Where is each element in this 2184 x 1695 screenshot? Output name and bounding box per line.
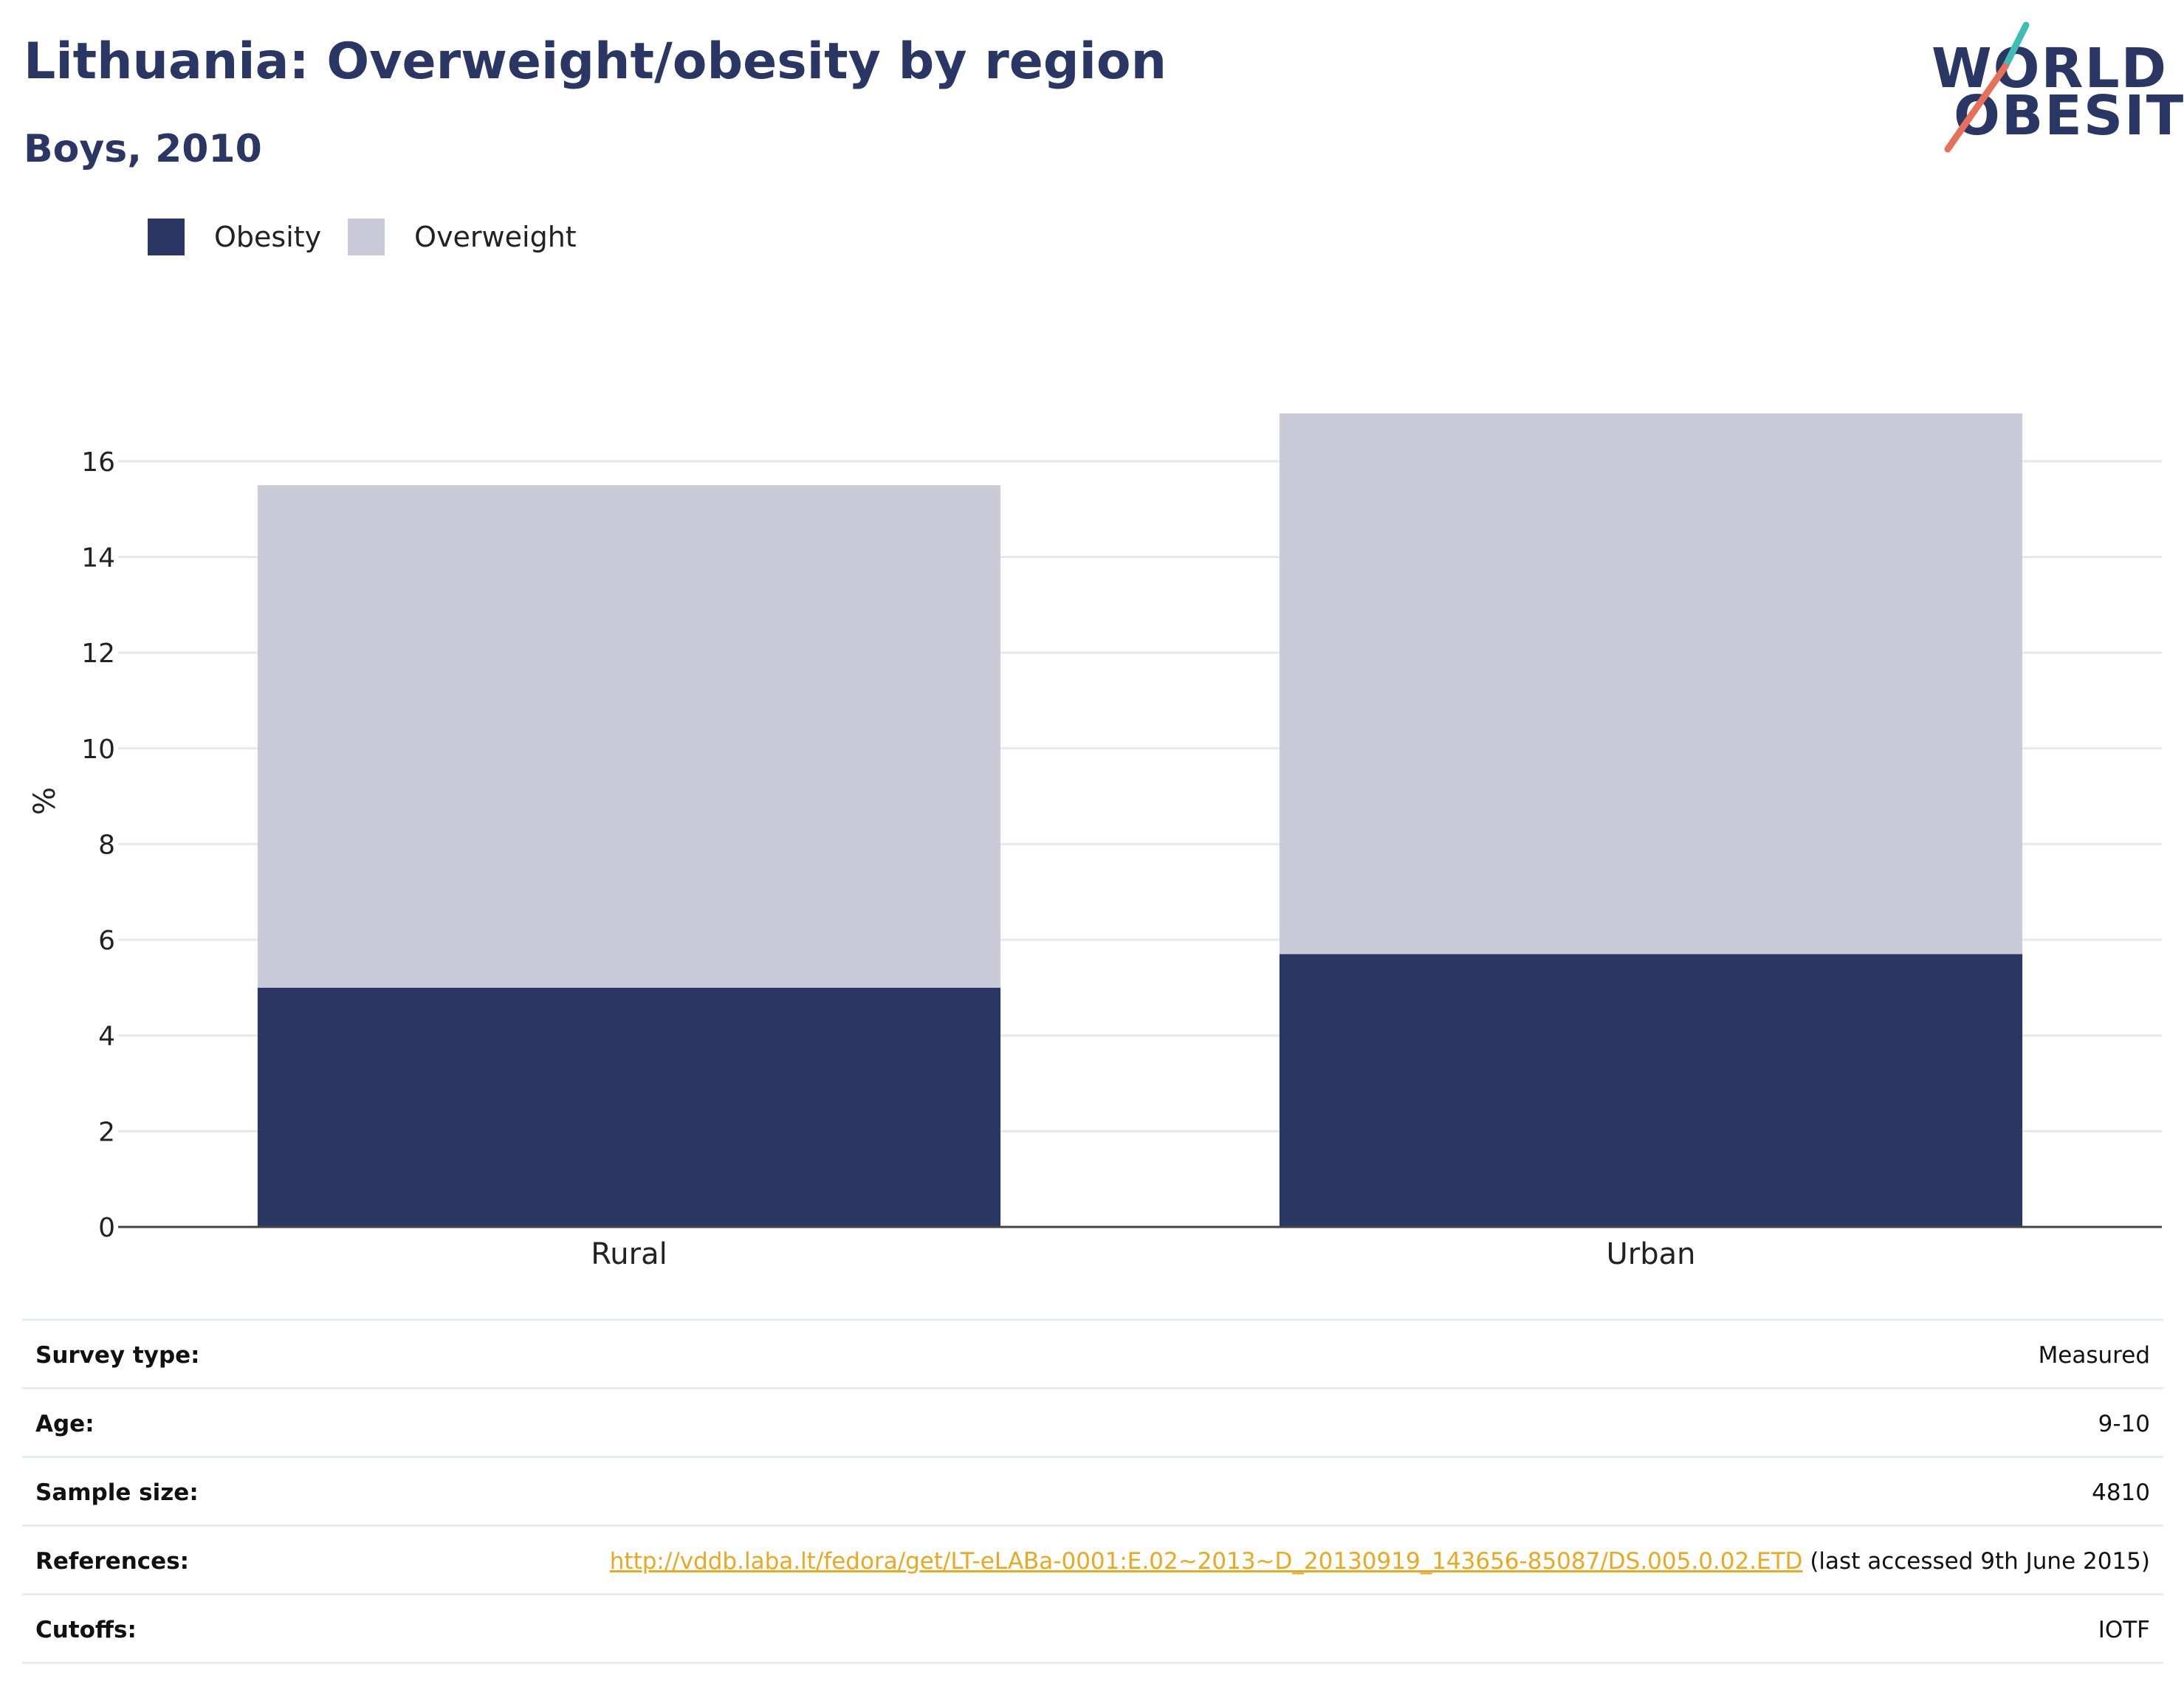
legend-label-obesity: Obesity bbox=[214, 221, 322, 253]
legend-swatch-obesity bbox=[148, 219, 185, 255]
page-title: Lithuania: Overweight/obesity by region bbox=[24, 32, 1167, 91]
cutoffs-label: Cutoffs: bbox=[35, 1617, 137, 1643]
world-obesity-logo: WORLD OBESITY bbox=[1927, 21, 2184, 154]
y-tick-label: 2 bbox=[98, 1117, 115, 1147]
info-row-cutoffs: Cutoffs: IOTF bbox=[22, 1595, 2163, 1664]
y-tick-label: 4 bbox=[98, 1022, 115, 1052]
survey-info-table: Survey type: Measured Age: 9-10 Sample s… bbox=[22, 1318, 2163, 1664]
y-tick-label: 8 bbox=[98, 830, 115, 860]
info-row-survey-type: Survey type: Measured bbox=[22, 1321, 2163, 1389]
info-row-age: Age: 9-10 bbox=[22, 1389, 2163, 1458]
y-tick-label: 0 bbox=[98, 1213, 115, 1243]
x-tick-label: Rural bbox=[591, 1237, 667, 1271]
info-row-sample-size: Sample size: 4810 bbox=[22, 1458, 2163, 1527]
logo-line-1: WORLD bbox=[1931, 37, 2168, 100]
y-tick-label: 6 bbox=[98, 926, 115, 956]
stacked-bar-chart: 0 2 4 6 8 10 12 14 16% Rural Urban bbox=[28, 413, 2162, 1271]
reference-link[interactable]: http://vddb.laba.lt/fedora/get/LT-eLABa-… bbox=[609, 1548, 1803, 1575]
info-row-references: References: http://vddb.laba.lt/fedora/g… bbox=[22, 1527, 2163, 1595]
y-tick-label: 10 bbox=[81, 735, 115, 765]
references-value: http://vddb.laba.lt/fedora/get/LT-eLABa-… bbox=[610, 1546, 2150, 1577]
sample-size-label: Sample size: bbox=[35, 1479, 199, 1506]
legend-item-obesity[interactable]: Obesity bbox=[148, 219, 321, 255]
chart-legend: Obesity Overweight bbox=[148, 219, 603, 255]
survey-type-label: Survey type: bbox=[35, 1342, 200, 1369]
bar-overweight-rural bbox=[257, 485, 1001, 988]
legend-swatch-overweight bbox=[348, 219, 385, 255]
sample-size-value: 4810 bbox=[2092, 1479, 2150, 1506]
y-tick-label: 12 bbox=[81, 639, 115, 669]
page-subtitle: Boys, 2010 bbox=[24, 127, 262, 171]
logo-line-2: OBESITY bbox=[1954, 84, 2184, 148]
y-tick-label: 14 bbox=[81, 543, 115, 573]
survey-type-value: Measured bbox=[2038, 1342, 2150, 1369]
y-tick-label: 16 bbox=[81, 447, 115, 478]
cutoffs-value: IOTF bbox=[2098, 1617, 2150, 1643]
age-label: Age: bbox=[35, 1411, 95, 1437]
age-value: 9-10 bbox=[2098, 1411, 2150, 1437]
x-tick-label: Urban bbox=[1607, 1237, 1696, 1271]
legend-label-overweight: Overweight bbox=[414, 221, 577, 253]
bar-obesity-urban bbox=[1279, 954, 2023, 1227]
legend-item-overweight[interactable]: Overweight bbox=[348, 219, 577, 255]
reference-note: (last accessed 9th June 2015) bbox=[1802, 1548, 2150, 1575]
y-axis-label: % bbox=[28, 787, 62, 815]
logo-slash-icon bbox=[1944, 21, 2030, 153]
bar-obesity-rural bbox=[257, 987, 1001, 1227]
references-label: References: bbox=[35, 1548, 190, 1575]
bar-overweight-urban bbox=[1279, 413, 2023, 955]
